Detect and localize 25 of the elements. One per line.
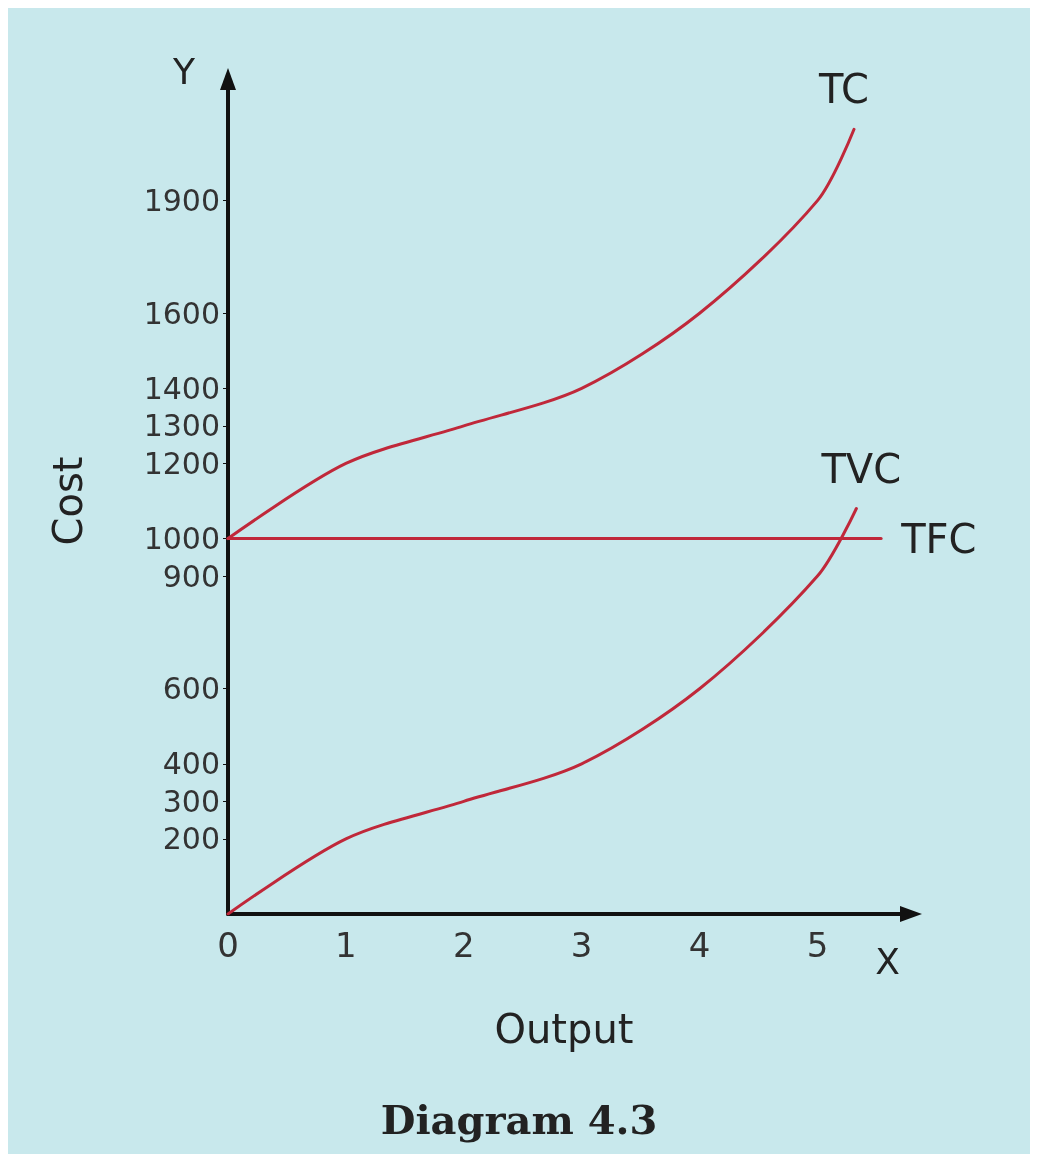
y-tick-label: 1000 bbox=[143, 521, 220, 557]
text: Diagram 4.3 bbox=[380, 1095, 658, 1143]
y-tick-label: 300 bbox=[162, 783, 220, 819]
series-label: TVC bbox=[820, 445, 902, 492]
y-tick-label: 600 bbox=[162, 671, 220, 707]
x-tick-label: 0 bbox=[217, 925, 239, 965]
y-tick-label: 900 bbox=[162, 558, 220, 594]
text: Y bbox=[172, 50, 196, 92]
x-tick-label: 5 bbox=[806, 925, 829, 965]
y-axis-title: Cost bbox=[45, 456, 91, 546]
y-tick-label: 1400 bbox=[143, 370, 220, 406]
text: X bbox=[875, 940, 901, 982]
series-label: TFC bbox=[900, 515, 977, 562]
y-tick-label: 200 bbox=[162, 821, 220, 857]
y-tick-label: 1300 bbox=[143, 408, 220, 444]
x-axis-title: Output bbox=[494, 1006, 634, 1052]
series-label: TC bbox=[818, 66, 870, 113]
x-tick-label: 2 bbox=[452, 925, 475, 965]
x-tick-label: 1 bbox=[335, 925, 357, 965]
y-tick-label: 1600 bbox=[143, 295, 220, 331]
x-tick-label: 3 bbox=[570, 925, 593, 965]
y-tick-label: 1900 bbox=[143, 183, 220, 219]
y-tick-label: 400 bbox=[162, 746, 220, 782]
x-tick-label: 4 bbox=[688, 925, 711, 965]
y-tick-label: 1200 bbox=[143, 445, 220, 481]
